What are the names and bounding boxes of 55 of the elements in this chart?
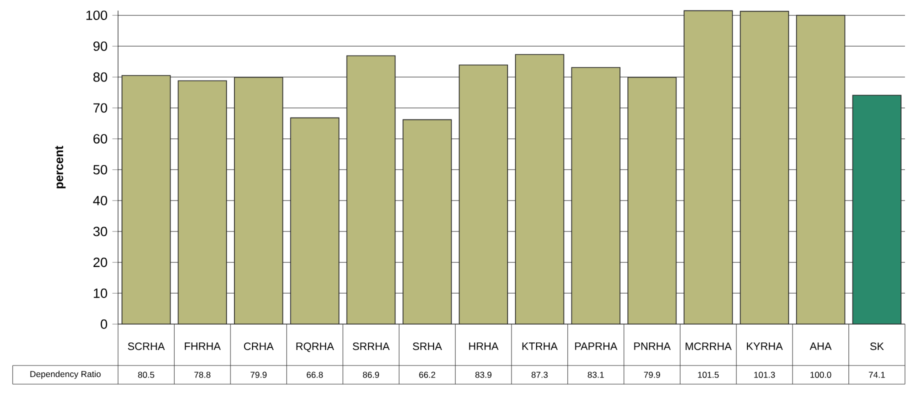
bar (796, 14, 846, 324)
data-label: 101.5 (698, 372, 719, 378)
x-tick-label: HRHA (469, 342, 498, 350)
x-tick-label: SCRHA (128, 342, 165, 350)
x-tick-label: MCRRHA (686, 342, 732, 350)
bar (402, 119, 452, 324)
y-axis-title: percent (55, 146, 66, 188)
data-label: 101.3 (754, 372, 775, 378)
data-label: 79.9 (250, 372, 267, 378)
data-label: 100.0 (810, 372, 832, 378)
x-tick-label: AHA (810, 342, 832, 350)
bar (852, 94, 902, 324)
bar (346, 55, 396, 324)
data-label: 87.3 (532, 372, 548, 378)
y-tick-label: 30 (93, 226, 108, 236)
x-tick-label: PNRHA (634, 342, 671, 350)
bar (122, 75, 171, 324)
y-tick-label: 60 (93, 134, 108, 144)
bar (740, 10, 790, 324)
x-tick-label: SRRHA (352, 342, 390, 350)
data-label: 86.9 (362, 372, 380, 378)
x-tick-label: KTRHA (522, 342, 558, 350)
data-label: 79.9 (644, 372, 660, 378)
bar (627, 76, 677, 324)
x-tick-label: CRHA (244, 342, 274, 350)
bar (515, 54, 564, 324)
data-label: 78.8 (194, 372, 210, 378)
bar (571, 67, 620, 324)
x-tick-label: SRHA (412, 342, 442, 350)
data-label: 80.5 (138, 372, 154, 378)
x-tick-label: RQRHA (296, 342, 334, 352)
bar (234, 76, 284, 324)
y-tick-label: 80 (93, 72, 108, 82)
data-label: 66.8 (306, 372, 323, 378)
bar (290, 117, 340, 324)
x-tick-label: SK (870, 342, 884, 350)
data-label: 83.9 (475, 372, 492, 378)
bar (458, 64, 508, 324)
y-tick-label: 100 (86, 10, 108, 20)
x-tick-label: PAPRHA (575, 342, 618, 350)
bar (178, 80, 227, 324)
y-tick-label: 20 (93, 258, 108, 268)
bar (684, 10, 733, 324)
data-label: 66.2 (419, 372, 436, 378)
y-tick-label: 0 (100, 319, 108, 329)
y-tick-label: 90 (93, 41, 108, 51)
x-tick-label: KYRHA (746, 342, 783, 350)
data-label: 83.1 (588, 372, 604, 378)
legend-label: Dependency Ratio (30, 370, 101, 379)
y-tick-label: 10 (94, 288, 108, 298)
x-tick-label: FHRHA (184, 342, 221, 350)
data-label: 74.1 (868, 372, 885, 378)
y-tick-label: 40 (93, 196, 108, 206)
y-tick-label: 50 (93, 164, 108, 174)
y-tick-label: 70 (94, 103, 108, 113)
